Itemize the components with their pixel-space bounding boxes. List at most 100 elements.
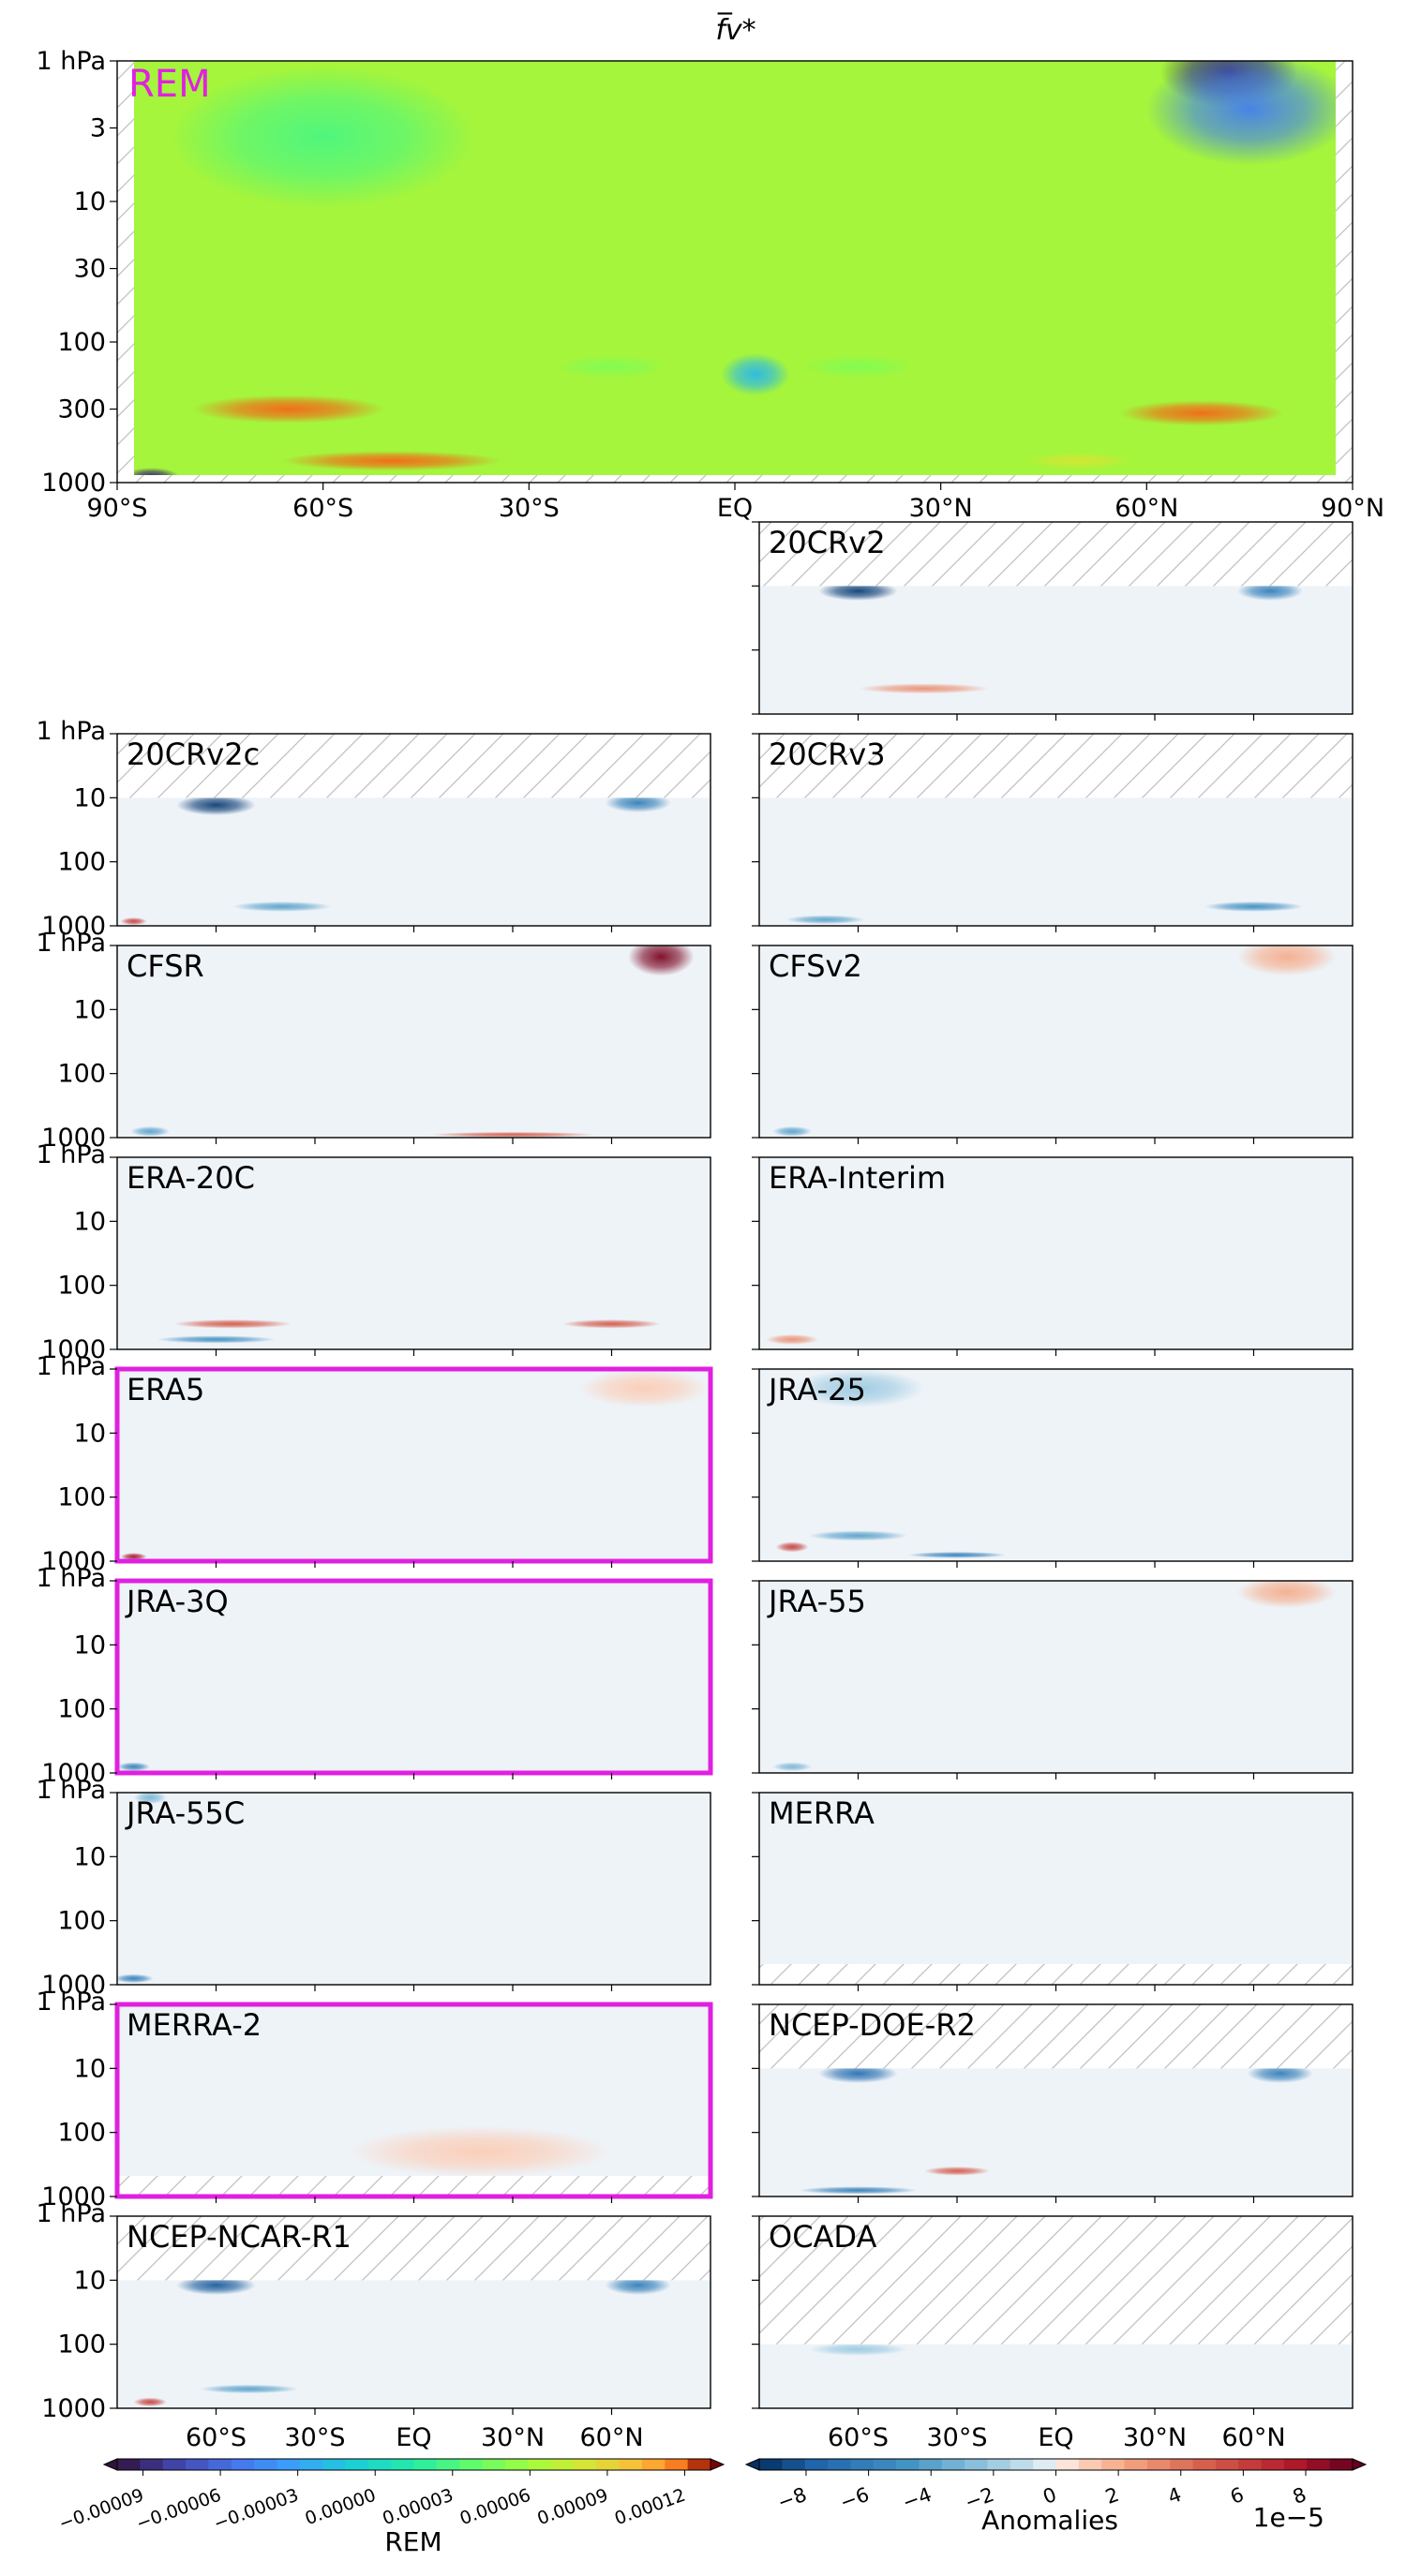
jra-55c-feature <box>117 1973 154 1984</box>
20crv2c-feature <box>120 917 147 926</box>
jra-25-field <box>759 1369 1353 1561</box>
cfsr-feature <box>130 1125 171 1137</box>
anomaly-colorbar-swatch <box>1329 2459 1354 2470</box>
panel-jra-55: JRA-55 <box>752 1580 1354 1779</box>
panel-merra-2: 1 hPa 10 100 1000 MERRA-2 <box>37 1988 713 2211</box>
jra-25-feature <box>808 1530 908 1541</box>
rem-feature <box>556 355 666 379</box>
anomaly-scale-label: 1e−5 <box>1253 2502 1324 2533</box>
panel-era5: 1 hPa 10 100 1000 ERA5 <box>37 1352 713 1576</box>
jra-3q-field <box>117 1581 710 1773</box>
rem-colorbar-swatch <box>641 2459 666 2470</box>
panel-label: NCEP-NCAR-R1 <box>127 2219 352 2255</box>
rem-panel-label: REM <box>128 63 211 106</box>
panel-y-tick-label: 1000 <box>41 1335 106 1364</box>
rem-colorbar-swatch <box>186 2459 209 2470</box>
ncep-ncar-r1-feature <box>133 2397 167 2407</box>
rem-feature <box>281 451 502 471</box>
anomaly-colorbar-tick-label: −6 <box>837 2483 872 2514</box>
panel-label: ERA-20C <box>127 1160 255 1196</box>
ncep-ncar-r1-field <box>117 2216 710 2408</box>
rem-y-tick-label: 30 <box>74 255 106 284</box>
panel-jra-3q: 1 hPa 10 100 1000 JRA-3Q <box>37 1564 713 1788</box>
era-interim-field <box>759 1157 1353 1349</box>
rem-colorbar-swatch <box>550 2459 575 2470</box>
panel-label: ERA5 <box>127 1372 204 1407</box>
panel-label: 20CRv3 <box>769 737 886 772</box>
rem-feature <box>1023 452 1133 469</box>
anomaly-colorbar-label: Anomalies <box>981 2505 1118 2536</box>
rem-feature <box>134 468 179 475</box>
panel-label: 20CRv2c <box>127 737 260 772</box>
anomaly-colorbar-swatch <box>1170 2459 1194 2470</box>
rem-y-tick-label: 10 <box>74 187 106 216</box>
panel-x-tick-label: 30°N <box>481 2423 545 2452</box>
panel-y-tick-label: 1000 <box>41 1547 106 1576</box>
figure-title: f̅v* <box>715 12 755 47</box>
panel-y-tick-label: 100 <box>57 2330 106 2360</box>
rem-y-tick-label: 300 <box>57 395 106 424</box>
jra-3q-feature <box>117 1762 151 1772</box>
anomaly-colorbar-swatch <box>1124 2459 1148 2470</box>
panel-x-tick-label: 60°S <box>828 2423 889 2452</box>
rem-colorbar-tick-label: 0.00000 <box>303 2485 379 2530</box>
era-20c-feature <box>157 1335 276 1344</box>
panel-y-tick-label: 100 <box>57 848 106 877</box>
rem-colorbar-swatch <box>299 2459 323 2470</box>
anomaly-colorbar-swatch <box>1078 2459 1102 2470</box>
panel-label: OCADA <box>769 2219 877 2255</box>
panel-y-tick-label: 1 hPa <box>37 1564 107 1593</box>
rem-colorbar-swatch <box>208 2459 232 2470</box>
20crv3-feature <box>1204 901 1304 912</box>
rem-colorbar-swatch <box>619 2459 643 2470</box>
panel-x-tick-label: 60°N <box>1221 2423 1285 2452</box>
rem-colorbar-swatch <box>117 2459 141 2470</box>
cfsr-field <box>117 946 710 1138</box>
panel-20crv2c: 1 hPa 10 100 1000 20CRv2c <box>37 717 711 941</box>
rem-feature <box>1119 400 1284 426</box>
rem-colorbar-swatch <box>482 2459 506 2470</box>
anomaly-colorbar-swatch <box>941 2459 965 2470</box>
jra-55c-feature <box>133 1793 167 1805</box>
rem-colorbar-tick-label: 0.00009 <box>534 2485 610 2530</box>
rem-colorbar-label: REM <box>384 2526 441 2557</box>
panel-y-tick-label: 1000 <box>41 1759 106 1788</box>
rem-colorbar-tick-label: 0.00006 <box>457 2485 533 2530</box>
rem-feature <box>1146 61 1336 166</box>
panel-cfsv2: CFSv2 <box>752 945 1354 1144</box>
anomaly-colorbar-swatch <box>1238 2459 1263 2470</box>
rem-colorbar-swatch <box>596 2459 621 2470</box>
anomaly-colorbar-swatch <box>1283 2459 1308 2470</box>
anomaly-colorbar-swatch <box>804 2459 829 2470</box>
panel-y-tick-label: 100 <box>57 1272 106 1301</box>
panel-y-tick-label: 1 hPa <box>37 929 107 958</box>
panel-label: NCEP-DOE-R2 <box>769 2007 976 2043</box>
rem-x-tick-label: 60°N <box>1114 494 1178 523</box>
anomaly-colorbar-swatch <box>828 2459 851 2470</box>
20crv2-field <box>759 522 1353 714</box>
ncep-doe-r2-field <box>759 2004 1353 2196</box>
bottom-x-axis-left: 60°S 30°S EQ 30°N 60°N <box>186 2423 644 2452</box>
20crv2c-feature <box>605 797 671 812</box>
panel-ncep-ncar-r1: 1 hPa 10 100 1000 NCEP-NCAR-R1 <box>37 2199 711 2423</box>
rem-feature <box>172 67 474 208</box>
rem-x-tick-label: 90°S <box>87 494 148 523</box>
panel-y-tick-label: 10 <box>74 2266 106 2295</box>
anomaly-colorbar-swatch <box>1010 2459 1034 2470</box>
rem-x-tick-label: 30°S <box>499 494 560 523</box>
cfsv2-field <box>759 946 1353 1138</box>
panel-y-tick-label: 10 <box>74 783 106 812</box>
ocada-feature <box>808 2344 908 2356</box>
ncep-ncar-r1-feature <box>605 2280 671 2295</box>
era-20c-feature <box>561 1319 662 1329</box>
rem-feature <box>721 353 790 396</box>
rem-colorbar-swatch <box>345 2459 369 2470</box>
20crv2-feature <box>818 586 898 601</box>
20crv2c-feature <box>176 797 256 816</box>
ncep-ncar-r1-feature <box>176 2280 256 2295</box>
rem-x-tick-label: 60°S <box>292 494 353 523</box>
panel-y-tick-label: 1 hPa <box>37 1352 107 1381</box>
panel-y-tick-label: 1 hPa <box>37 1140 107 1169</box>
panel-20crv2: 20CRv2 <box>752 521 1354 721</box>
